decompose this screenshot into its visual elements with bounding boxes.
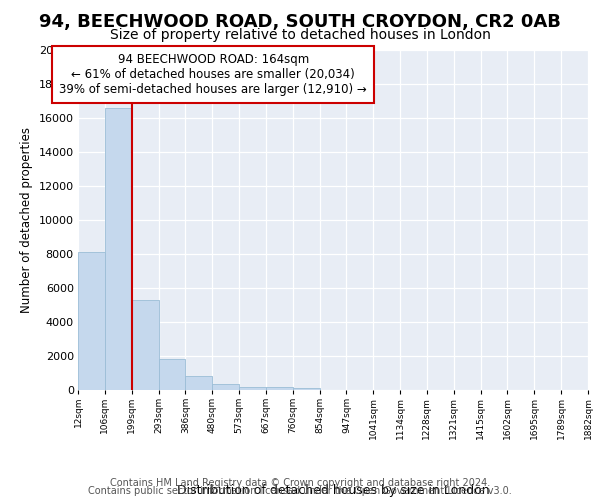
- Text: Contains public sector information licensed under the Open Government Licence v3: Contains public sector information licen…: [88, 486, 512, 496]
- Text: Contains HM Land Registry data © Crown copyright and database right 2024.: Contains HM Land Registry data © Crown c…: [110, 478, 490, 488]
- Text: 94, BEECHWOOD ROAD, SOUTH CROYDON, CR2 0AB: 94, BEECHWOOD ROAD, SOUTH CROYDON, CR2 0…: [39, 12, 561, 30]
- Bar: [105, 108, 131, 390]
- Bar: [239, 386, 266, 390]
- Bar: [131, 300, 158, 390]
- X-axis label: Distribution of detached houses by size in London: Distribution of detached houses by size …: [176, 484, 490, 496]
- Bar: [293, 388, 320, 390]
- Y-axis label: Number of detached properties: Number of detached properties: [20, 127, 33, 313]
- Bar: [266, 388, 293, 390]
- Bar: [78, 252, 105, 390]
- Bar: [158, 360, 185, 390]
- Text: 94 BEECHWOOD ROAD: 164sqm
← 61% of detached houses are smaller (20,034)
39% of s: 94 BEECHWOOD ROAD: 164sqm ← 61% of detac…: [59, 54, 367, 96]
- Bar: [185, 376, 212, 390]
- Bar: [212, 384, 239, 390]
- Text: Size of property relative to detached houses in London: Size of property relative to detached ho…: [110, 28, 490, 42]
